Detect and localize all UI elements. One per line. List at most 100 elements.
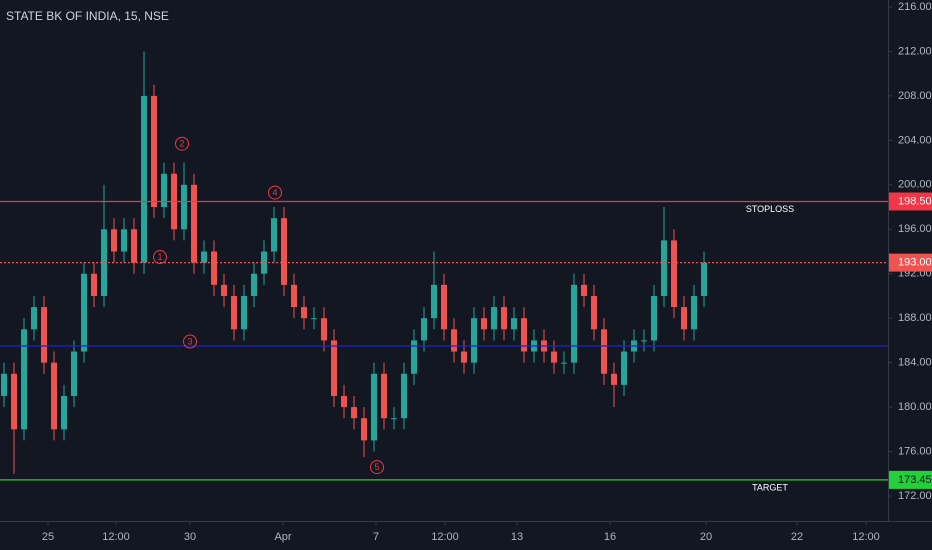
candle-body	[71, 351, 77, 396]
candle-body	[501, 307, 507, 330]
x-tick-label: Apr	[274, 531, 291, 543]
candle-body	[691, 295, 697, 330]
candle-body	[571, 284, 577, 363]
price-tag-label: 193.00	[898, 257, 932, 269]
y-tick-label: 196.00	[898, 223, 932, 235]
x-tick-label: 13	[511, 531, 523, 543]
x-tick-label: 12:00	[852, 531, 880, 543]
chart-title: STATE BK OF INDIA, 15, NSE	[6, 9, 169, 23]
candle-body	[551, 351, 557, 363]
candle-body	[371, 373, 377, 441]
candle-body	[201, 251, 207, 263]
level-name: TARGET	[752, 482, 788, 492]
wave-label: 1	[157, 252, 162, 262]
x-tick-label: 30	[184, 531, 196, 543]
candle-body	[651, 295, 657, 341]
candle-body	[601, 329, 607, 374]
wave-marker	[175, 136, 189, 151]
candle-body	[381, 373, 387, 419]
candle-body	[391, 418, 397, 420]
x-tick-label: 7	[373, 531, 379, 543]
candle-body	[521, 318, 527, 352]
price-tag-label: 198.50	[898, 195, 932, 207]
candle-body	[401, 373, 407, 419]
candle-body	[51, 362, 57, 430]
candle-body	[221, 284, 227, 296]
candle-body	[511, 318, 517, 330]
wave-marker	[183, 334, 197, 349]
candle-body	[121, 229, 127, 252]
candle-body	[441, 284, 447, 330]
wave-label: 4	[272, 187, 277, 197]
price-tag	[889, 470, 932, 489]
candle-body	[251, 273, 257, 296]
candle-body	[481, 318, 487, 330]
candle-body	[131, 229, 137, 263]
candle-body	[241, 295, 247, 330]
candle-body	[61, 395, 67, 430]
candle-body	[31, 307, 37, 330]
y-tick-label: 184.00	[898, 357, 932, 369]
x-tick-label: 12:00	[102, 531, 130, 543]
y-tick-label: 200.00	[898, 179, 932, 191]
candle-body	[11, 373, 17, 430]
candle-body	[91, 273, 97, 296]
candle-body	[141, 95, 147, 263]
y-tick-label: 172.00	[898, 490, 932, 502]
x-tick-label: 16	[604, 531, 616, 543]
candle-body	[661, 240, 667, 296]
candle-body	[461, 351, 467, 363]
wave-label: 2	[179, 139, 184, 149]
x-tick-label: 25	[42, 531, 54, 543]
candle-body	[491, 307, 497, 330]
candle-body	[341, 395, 347, 408]
wave-marker	[370, 460, 384, 475]
candle-body	[301, 307, 307, 319]
candle-body	[151, 95, 157, 208]
x-tick-label: 20	[700, 531, 712, 543]
candle-body	[281, 218, 287, 285]
candle-body	[701, 262, 707, 296]
candle-body	[41, 307, 47, 363]
candle-body	[1, 373, 7, 396]
candle-body	[211, 251, 217, 285]
candle-body	[291, 284, 297, 308]
wave-marker	[153, 250, 167, 265]
candle-body	[21, 329, 27, 430]
candle-body	[331, 340, 337, 396]
candle-body	[321, 318, 327, 341]
candle-body	[671, 240, 677, 308]
x-tick-label: 22	[791, 531, 803, 543]
y-tick-label: 180.00	[898, 401, 932, 413]
candle-body	[681, 307, 687, 330]
candle-body	[311, 318, 317, 320]
price-tag	[889, 253, 932, 272]
candle-body	[81, 273, 87, 352]
y-tick-label: 208.00	[898, 90, 932, 102]
candle-body	[471, 318, 477, 363]
candle-body	[191, 184, 197, 263]
y-tick-label: 212.00	[898, 45, 932, 57]
candle-body	[621, 351, 627, 385]
candle-body	[361, 418, 367, 441]
candle-body	[431, 284, 437, 319]
y-tick-label: 216.00	[898, 1, 932, 13]
candle-body	[111, 229, 117, 252]
wave-label: 5	[374, 462, 379, 472]
candle-body	[421, 318, 427, 341]
level-name: STOPLOSS	[746, 204, 794, 214]
price-tag	[889, 192, 932, 211]
candle-body	[271, 218, 277, 252]
candle-body	[181, 184, 187, 230]
candle-body	[351, 407, 357, 419]
price-tag-label: 173.45	[898, 474, 932, 486]
candle-body	[451, 329, 457, 352]
candle-body	[611, 373, 617, 385]
candle-body	[561, 362, 567, 364]
candle-body	[231, 295, 237, 330]
x-tick-label: 12:00	[431, 531, 459, 543]
y-tick-label: 176.00	[898, 445, 932, 457]
